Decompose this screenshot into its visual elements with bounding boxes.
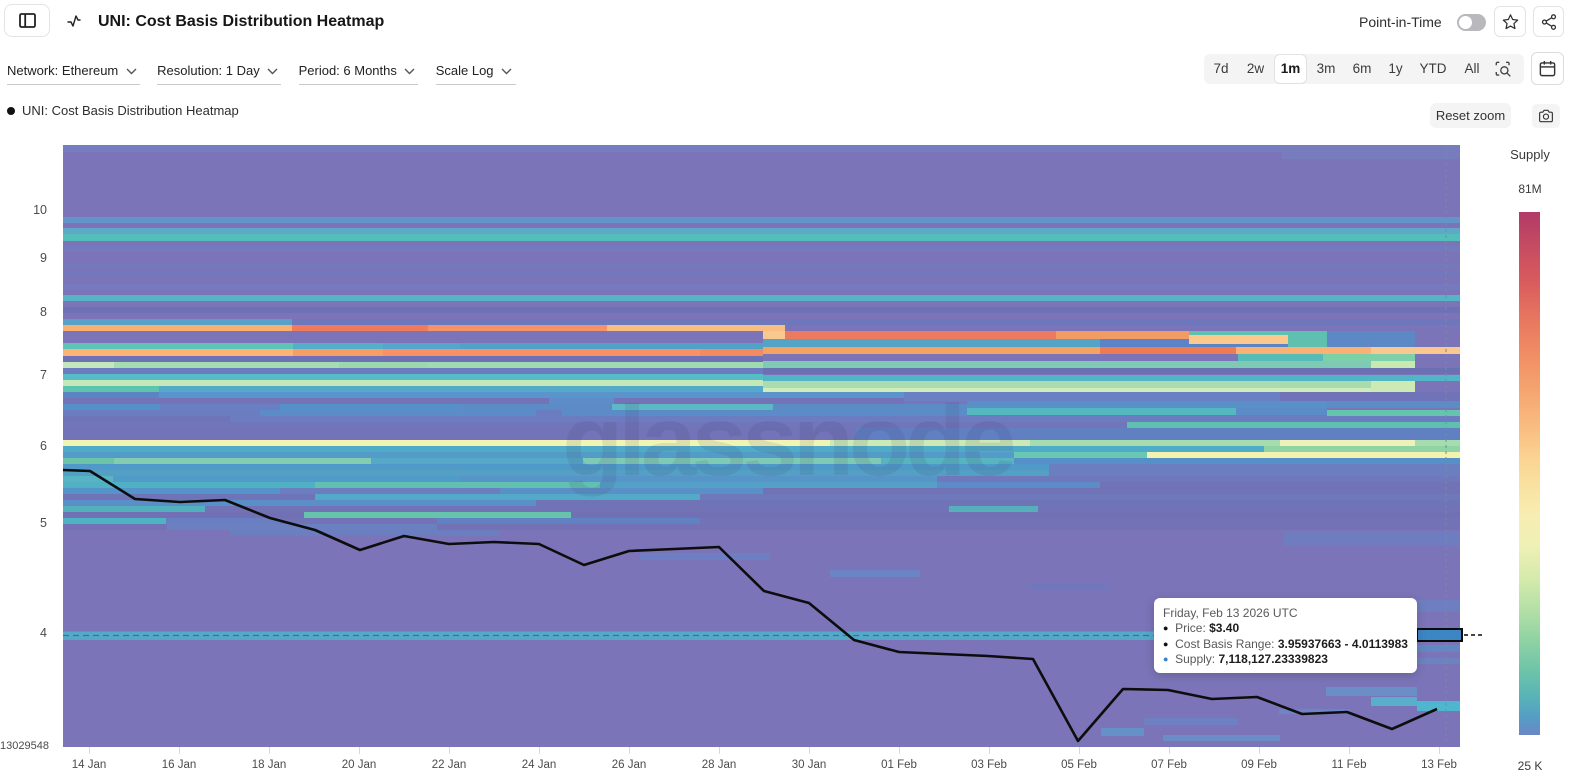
svg-text:glassnode: glassnode xyxy=(562,385,1014,497)
